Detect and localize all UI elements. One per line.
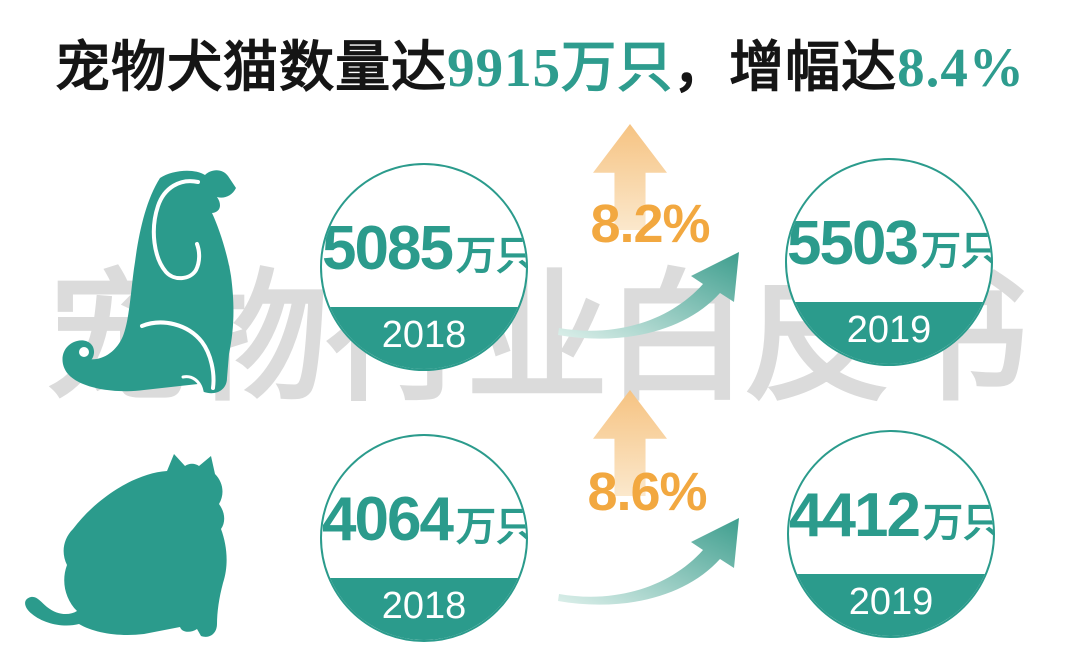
stat-circle-cat-2019: 4412 万只 2019 (787, 430, 995, 638)
stat-number: 5503 (787, 209, 919, 278)
title-segment: 宠物犬猫数量达 (55, 37, 448, 98)
stat-circle-cat-2018: 4064 万只 2018 (320, 434, 528, 642)
stat-value: 5503 万只 (787, 208, 991, 279)
cat-icon (24, 452, 296, 658)
year-band: 2019 (787, 302, 991, 364)
stat-unit: 万只 (455, 504, 528, 549)
stat-number: 5085 (322, 214, 454, 283)
dog-icon (52, 168, 302, 405)
year-band: 2018 (322, 307, 526, 369)
stat-circle-dog-2019: 5503 万只 2019 (785, 158, 993, 366)
stat-value: 4064 万只 (322, 484, 526, 555)
year-band: 2019 (789, 574, 993, 636)
growth-percent-cat: 8.6% (587, 462, 707, 522)
growth-percent-dog: 8.2% (590, 194, 710, 254)
trend-swoosh-arrow-icon (553, 504, 748, 609)
trend-swoosh-arrow-icon (553, 238, 748, 343)
title-highlight-total: 9915万只 (447, 37, 674, 98)
stat-unit: 万只 (922, 500, 995, 545)
stat-number: 4064 (322, 485, 454, 554)
title-highlight-growth: 8.4% (897, 37, 1025, 98)
page-title: 宠物犬猫数量达9915万只，增幅达8.4% (0, 22, 1080, 102)
stat-unit: 万只 (920, 228, 993, 273)
stat-value: 5085 万只 (322, 213, 526, 284)
stat-number: 4412 (789, 481, 921, 550)
year-band: 2018 (322, 578, 526, 640)
title-segment: ，增幅达 (673, 37, 898, 98)
stat-unit: 万只 (455, 233, 528, 278)
stat-circle-dog-2018: 5085 万只 2018 (320, 163, 528, 371)
stat-value: 4412 万只 (789, 480, 993, 551)
